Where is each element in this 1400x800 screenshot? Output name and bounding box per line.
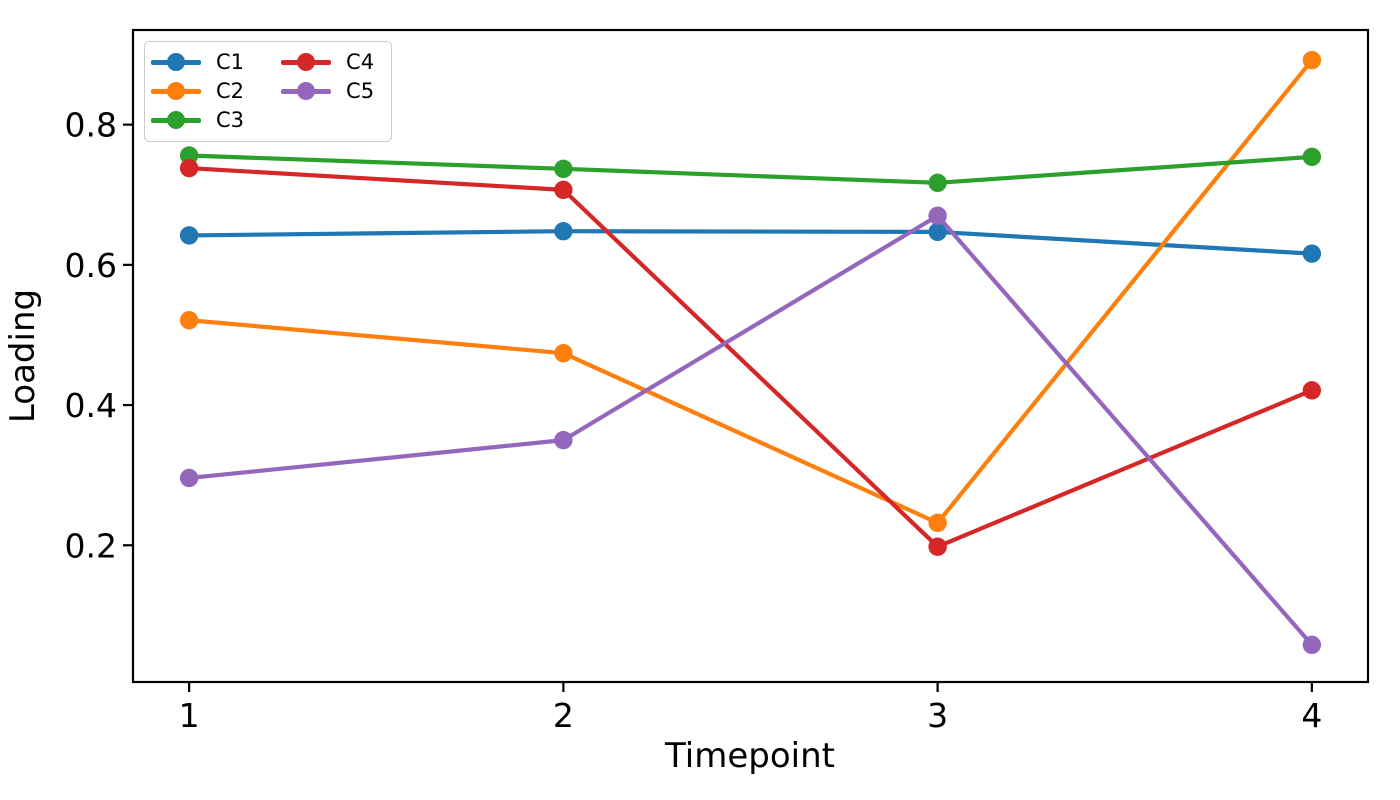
legend-label: C5 — [346, 79, 375, 103]
legend-item-C2: C2 — [151, 77, 244, 106]
data-point-C4-t3 — [928, 537, 947, 556]
data-point-C4-t4 — [1302, 381, 1322, 400]
legend-label: C4 — [346, 50, 375, 74]
series-C5 — [179, 206, 1322, 655]
legend-marker-dot — [167, 111, 185, 130]
data-point-C2-t4 — [1302, 50, 1322, 70]
legend-marker-dot — [297, 53, 316, 72]
x-tick-label: 2 — [553, 696, 574, 735]
series-line-C5 — [188, 213, 1314, 647]
series-C2 — [179, 50, 1322, 533]
legend-label: C3 — [216, 108, 245, 132]
series-C3 — [179, 146, 1322, 193]
x-tick-label: 4 — [1301, 696, 1322, 735]
data-point-C1-t2 — [554, 222, 573, 241]
series-C1 — [179, 222, 1322, 263]
series-line-C4 — [189, 166, 1313, 549]
data-point-C5-t2 — [554, 430, 573, 450]
data-point-C2-t2 — [554, 343, 573, 363]
legend-marker-dot — [167, 82, 185, 101]
series-line-C1 — [189, 229, 1312, 256]
x-axis-label: Timepoint — [664, 736, 835, 776]
legend-marker-line — [281, 53, 332, 72]
y-tick-label: 0.2 — [65, 526, 117, 565]
data-point-C2-t1 — [179, 311, 199, 330]
data-point-C3-t2 — [554, 159, 573, 179]
legend-item-C3: C3 — [151, 106, 244, 135]
y-tick-label: 0.4 — [65, 386, 117, 425]
data-point-C5-t1 — [179, 468, 199, 488]
data-point-C2-t3 — [928, 513, 947, 533]
legend-column: C1 C2 C3 — [151, 48, 244, 135]
series-line-C2 — [188, 58, 1314, 525]
series-line-C3 — [189, 153, 1313, 185]
legend-marker-line — [151, 111, 201, 130]
y-tick-label: 0.8 — [65, 106, 117, 145]
series-C4 — [179, 158, 1322, 556]
series-layer — [179, 50, 1322, 655]
legend-column: C4 C5 — [281, 48, 374, 135]
data-point-C4-t2 — [554, 180, 573, 200]
axis-ticks: 1 2 3 4 0.2 0.4 0.6 0.8 — [65, 106, 1323, 735]
legend-item-C4: C4 — [281, 48, 374, 77]
legend-marker-line — [151, 53, 201, 72]
y-tick-label: 0.6 — [65, 246, 117, 285]
legend-marker-line — [281, 82, 332, 101]
legend-item-C5: C5 — [281, 77, 374, 106]
data-point-C3-t4 — [1302, 147, 1322, 167]
data-point-C3-t1 — [179, 146, 199, 165]
legend-item-C1: C1 — [151, 48, 244, 77]
data-point-C1-t1 — [179, 226, 199, 245]
legend-marker-dot — [297, 82, 316, 101]
data-point-C4-t1 — [179, 158, 199, 178]
plot-area — [131, 28, 1370, 684]
data-point-C1-t3 — [928, 222, 947, 242]
data-point-C3-t3 — [928, 173, 947, 193]
y-axis-label: Loading — [3, 289, 43, 423]
x-tick-label: 1 — [179, 696, 200, 735]
legend: C1 C2 C3 C4 C5 — [144, 41, 392, 142]
legend-label: C2 — [216, 79, 245, 103]
legend-marker-line — [151, 82, 201, 101]
x-tick-label: 3 — [927, 696, 948, 735]
data-point-C5-t4 — [1302, 635, 1322, 655]
data-point-C1-t4 — [1302, 244, 1322, 263]
legend-label: C1 — [216, 50, 245, 74]
legend-marker-dot — [167, 53, 185, 72]
data-point-C5-t3 — [928, 206, 947, 225]
